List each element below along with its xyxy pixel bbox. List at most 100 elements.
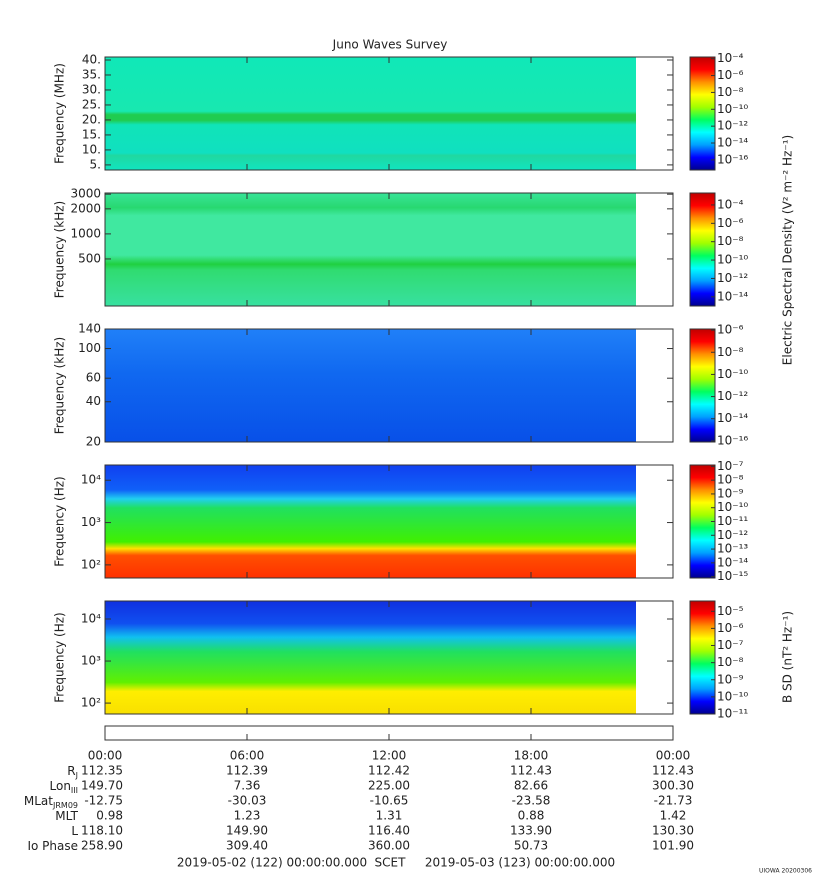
ephemeris-value: 149.90 [226,824,268,838]
y-tick-label: 10³ [81,654,101,668]
y-axis-label: Frequency (MHz) [53,63,67,164]
colorbar-label: B SD (nT² Hz⁻¹) [781,611,795,703]
ephemeris-value: 258.90 [81,839,123,853]
colorbar-tick-label: 10⁻¹² [717,528,748,542]
ephemeris-value: 112.35 [81,764,123,778]
ephemeris-value: 360.00 [368,839,410,853]
ephemeris-value: 149.70 [81,779,123,793]
colorbar-tick-label: 10⁻¹⁴ [717,411,748,425]
colorbar-tick-label: 10⁻¹⁵ [717,569,748,583]
ephemeris-value: 112.43 [652,764,694,778]
colorbar-tick-label: 10⁻⁹ [717,486,744,500]
label-part: Lon [50,779,71,793]
ephemeris-value: 133.90 [510,824,552,838]
colorbar-tick-label: 10⁻¹⁰ [717,102,748,116]
colorbar-tick-label: 10⁻¹² [717,389,748,403]
y-axis-label: Frequency (kHz) [53,337,67,434]
y-tick-label: 30. [82,82,101,96]
y-tick-label: 20. [82,112,101,126]
colorbar-tick-label: 10⁻¹⁰ [717,500,748,514]
ephemeris-label: MLT [55,809,78,823]
colorbar-tick-label: 10⁻⁵ [717,604,744,618]
y-tick-label: 3000 [70,187,101,201]
stamp: UIOWA 20200306 [759,868,812,875]
colorbar-tick-label: 10⁻¹³ [717,542,748,556]
x-tick-label: 06:00 [230,749,265,763]
y-tick-label: 25. [82,97,101,111]
label-part: R [67,764,75,778]
colorbar-tick-label: 10⁻⁴ [717,51,744,65]
colorbar-tick-label: 10⁻⁶ [717,621,744,635]
ephemeris-value: -12.75 [84,794,123,808]
colorbar [689,328,716,443]
colorbar-tick-label: 10⁻¹¹ [717,707,748,721]
spectrogram [105,601,636,714]
y-tick-label: 15. [82,127,101,141]
label-part: MLT [55,809,78,823]
colorbar-tick-label: 10⁻¹² [717,119,748,133]
x-tick-label: 00:00 [88,749,123,763]
y-tick-label: 2000 [70,201,101,215]
ephemeris-value: 101.90 [652,839,694,853]
colorbar-tick-label: 10⁻¹⁴ [717,555,748,569]
colorbar-tick-label: 10⁻¹¹ [717,514,748,528]
y-axis-label: Frequency (kHz) [53,201,67,298]
colorbar-tick-label: 10⁻⁸ [717,655,744,669]
x-tick-label: 12:00 [372,749,407,763]
colorbar-tick-label: 10⁻⁶ [717,323,744,337]
label-part: J [75,771,78,780]
ephemeris-value: 1.23 [234,809,261,823]
colorbar-tick-label: 10⁻¹⁶ [717,152,748,166]
ephemeris-value: 1.31 [376,809,403,823]
colorbar-tick-label: 10⁻⁸ [717,473,744,487]
y-tick-label: 10⁴ [81,611,101,625]
colorbar-tick-label: 10⁻⁴ [717,197,744,211]
y-tick-label: 35. [82,67,101,81]
ephemeris-value: 225.00 [368,779,410,793]
label-part: III [71,786,78,795]
footer-end: 2019-05-03 (123) 00:00:00.000 [425,856,615,870]
colorbar-tick-label: 10⁻¹⁰ [717,367,748,381]
chart-title: Juno Waves Survey [332,38,448,52]
label-part: JRM09 [52,801,78,810]
colorbar-tick-label: 10⁻⁸ [717,85,744,99]
colorbar [689,464,716,579]
y-tick-label: 20 [86,435,101,449]
colorbar-tick-label: 10⁻¹⁴ [717,136,748,150]
colorbar-tick-label: 10⁻⁸ [717,234,744,248]
ephemeris-value: 82.66 [514,779,548,793]
ephemeris-value: 0.88 [518,809,545,823]
ephemeris-value: 300.30 [652,779,694,793]
ephemeris-value: -23.58 [512,794,551,808]
colorbar [689,600,716,715]
x-tick-label: 18:00 [514,749,549,763]
ephemeris-value: -21.73 [654,794,693,808]
label-part: L [71,824,78,838]
spectrogram [105,57,636,170]
ephemeris-label: LonIII [50,779,79,795]
ephemeris-label: RJ [67,764,78,780]
ephemeris-value: 130.30 [652,824,694,838]
y-tick-label: 5. [90,157,101,171]
ephemeris-value: 116.40 [368,824,410,838]
colorbar-tick-label: 10⁻⁹ [717,672,744,686]
y-tick-label: 500 [78,251,101,265]
y-axis-label: Frequency (Hz) [53,476,67,567]
ephemeris-label: L [71,824,78,838]
y-tick-label: 100 [78,341,101,355]
ephemeris-value: 7.36 [234,779,261,793]
y-tick-label: 10. [82,142,101,156]
colorbar-tick-label: 10⁻¹⁰ [717,689,748,703]
y-tick-label: 10² [81,696,101,710]
footer-start: 2019-05-02 (122) 00:00:00.000 [177,856,367,870]
y-tick-label: 60 [86,371,101,385]
label-part: Io Phase [27,839,78,853]
y-axis-label: Frequency (Hz) [53,612,67,703]
colorbar [689,192,716,307]
ephemeris-value: 50.73 [514,839,548,853]
label-part: MLat [24,794,53,808]
ephemeris-label: Io Phase [27,839,78,853]
spectrogram [105,465,636,578]
colorbar-tick-label: 10⁻⁶ [717,216,744,230]
